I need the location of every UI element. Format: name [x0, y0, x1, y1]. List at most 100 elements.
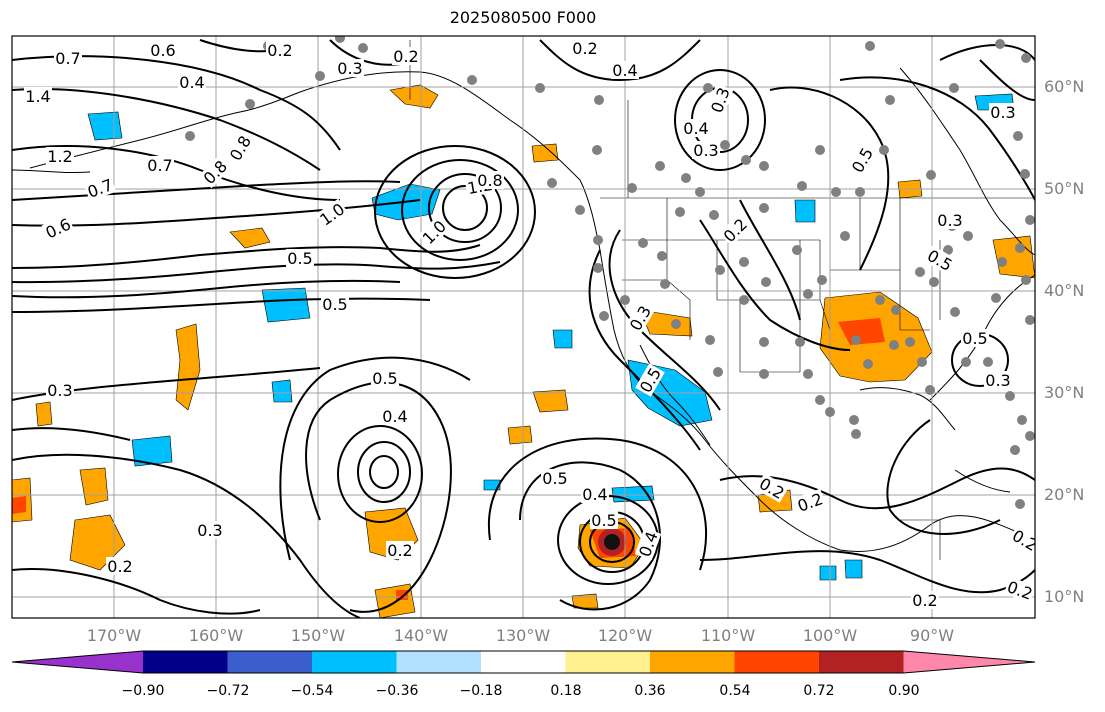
- contour-label-text: 0.3: [985, 371, 1010, 390]
- contour-label-text: 0.3: [990, 103, 1015, 122]
- lat-label-20: 20°N: [1044, 485, 1085, 504]
- contour-label-text: 0.3: [337, 59, 362, 78]
- contour-value-label: 0.2: [266, 41, 294, 60]
- contour-label-text: 0.3: [937, 211, 962, 230]
- contour-value-label: 1.4: [24, 87, 52, 106]
- lon-label-160w: 160°W: [188, 626, 244, 645]
- colorbar-segment: [650, 651, 735, 673]
- colorbar-outline: [11, 650, 1036, 674]
- lon-label-140w: 140°W: [393, 626, 449, 645]
- map-title: 2025080500 F000: [449, 8, 597, 27]
- map-frame: [11, 35, 1036, 619]
- contour-value-label: 0.5: [541, 469, 569, 488]
- colorbar-segment: [143, 651, 228, 673]
- contour-label-text: 0.5: [591, 511, 616, 530]
- contour-value-label: 0.2: [106, 557, 134, 576]
- contour-value-label: 0.8: [476, 171, 504, 190]
- colorbar-tick-label: −0.54: [290, 683, 334, 699]
- contour-value-label: 0.2: [392, 47, 420, 66]
- contour-value-label: 0.3: [936, 211, 964, 230]
- lat-label-10: 10°N: [1044, 587, 1085, 606]
- contour-value-label: 0.7: [146, 156, 174, 175]
- colorbar-tick-label: −0.36: [375, 683, 419, 699]
- contour-value-label: 0.4: [581, 485, 609, 504]
- lon-label-120w: 120°W: [597, 626, 653, 645]
- lat-label-50: 50°N: [1044, 179, 1085, 198]
- contour-value-label: 0.5: [590, 511, 618, 530]
- lat-label-30: 30°N: [1044, 383, 1085, 402]
- contour-label-text: 1.4: [25, 87, 50, 106]
- contour-label-text: 0.4: [382, 407, 407, 426]
- contour-value-label: 0.5: [321, 295, 349, 314]
- lon-label-150w: 150°W: [290, 626, 346, 645]
- contour-label-text: 0.6: [150, 41, 175, 60]
- negative-anomaly-areas: [87, 93, 1015, 581]
- lon-label-170w: 170°W: [86, 626, 142, 645]
- lon-label-100w: 100°W: [802, 626, 858, 645]
- contour-value-label: 1.2: [46, 147, 74, 166]
- contour-label-text: 0.2: [107, 557, 132, 576]
- colorbar-tick-label: −0.18: [459, 683, 503, 699]
- contour-value-label: 0.3: [984, 371, 1012, 390]
- colorbar-tick-label: −0.72: [206, 683, 250, 699]
- colorbar-tick-label: 0.54: [719, 683, 751, 699]
- contour-label-text: 0.2: [267, 41, 292, 60]
- lon-label-130w: 130°W: [495, 626, 551, 645]
- contour-label-text: 0.4: [179, 73, 204, 92]
- colorbar-segment: [227, 651, 313, 673]
- contour-label-text: 1.2: [47, 147, 72, 166]
- colorbar-segment: [565, 651, 651, 673]
- contour-label-text: 0.7: [55, 49, 80, 68]
- contour-value-label: 0.3: [336, 59, 364, 78]
- contour-label-text: 0.4: [612, 61, 637, 80]
- contour-label-text: 0.2: [912, 591, 937, 610]
- contour-lines: [12, 39, 1035, 618]
- contour-label-text: 0.5: [287, 249, 312, 268]
- hurricane-core: [598, 528, 626, 556]
- colorbar-segment: [396, 651, 482, 673]
- contour-value-label: 0.6: [149, 41, 177, 60]
- contour-label-text: 0.2: [572, 39, 597, 58]
- colorbar-tick-label: −0.90: [121, 683, 165, 699]
- contour-value-label: 0.3: [692, 141, 720, 160]
- contour-value-label: 0.2: [386, 541, 414, 560]
- colorbar-arrow-left: [12, 651, 143, 673]
- colorbar-segment: [734, 651, 820, 673]
- contour-value-label: 0.5: [371, 369, 399, 388]
- contour-value-label: 0.7: [54, 49, 82, 68]
- contour-value-label: 0.3: [46, 381, 74, 400]
- contour-label-text: 0.3: [47, 381, 72, 400]
- lat-label-60: 60°N: [1044, 77, 1085, 96]
- lon-label-90w: 90°W: [909, 626, 955, 645]
- contour-label-text: 0.7: [147, 156, 172, 175]
- contour-label-text: 0.4: [683, 119, 708, 138]
- contour-label-text: 0.4: [582, 485, 607, 504]
- contour-label-text: 0.2: [393, 47, 418, 66]
- colorbar-segment: [819, 651, 904, 673]
- contour-value-label: 0.4: [611, 61, 639, 80]
- colorbar: [11, 650, 1036, 674]
- colorbar-segment: [481, 651, 566, 673]
- contour-value-label: 0.5: [961, 329, 989, 348]
- contour-label-text: 0.3: [693, 141, 718, 160]
- lat-label-40: 40°N: [1044, 281, 1085, 300]
- lon-label-110w: 110°W: [700, 626, 756, 645]
- colorbar-tick-label: 0.90: [888, 683, 920, 699]
- contour-value-label: 0.3: [196, 521, 224, 540]
- contour-label-text: 0.5: [322, 295, 347, 314]
- contour-value-label: 0.3: [989, 103, 1017, 122]
- contour-value-label: 0.2: [911, 591, 939, 610]
- colorbar-segment: [312, 651, 397, 673]
- contour-value-label: 0.4: [178, 73, 206, 92]
- contour-label-text: 0.5: [962, 329, 987, 348]
- colorbar-tick-label: 0.18: [550, 683, 582, 699]
- contour-value-label: 0.4: [381, 407, 409, 426]
- contour-value-label: 0.5: [286, 249, 314, 268]
- colorbar-tick-label: 0.36: [634, 683, 666, 699]
- contour-label-text: 0.5: [372, 369, 397, 388]
- colorbar-arrow-right: [903, 651, 1035, 673]
- contour-label-text: 0.8: [477, 171, 502, 190]
- contour-value-label: 0.4: [682, 119, 710, 138]
- contour-label-text: 0.2: [387, 541, 412, 560]
